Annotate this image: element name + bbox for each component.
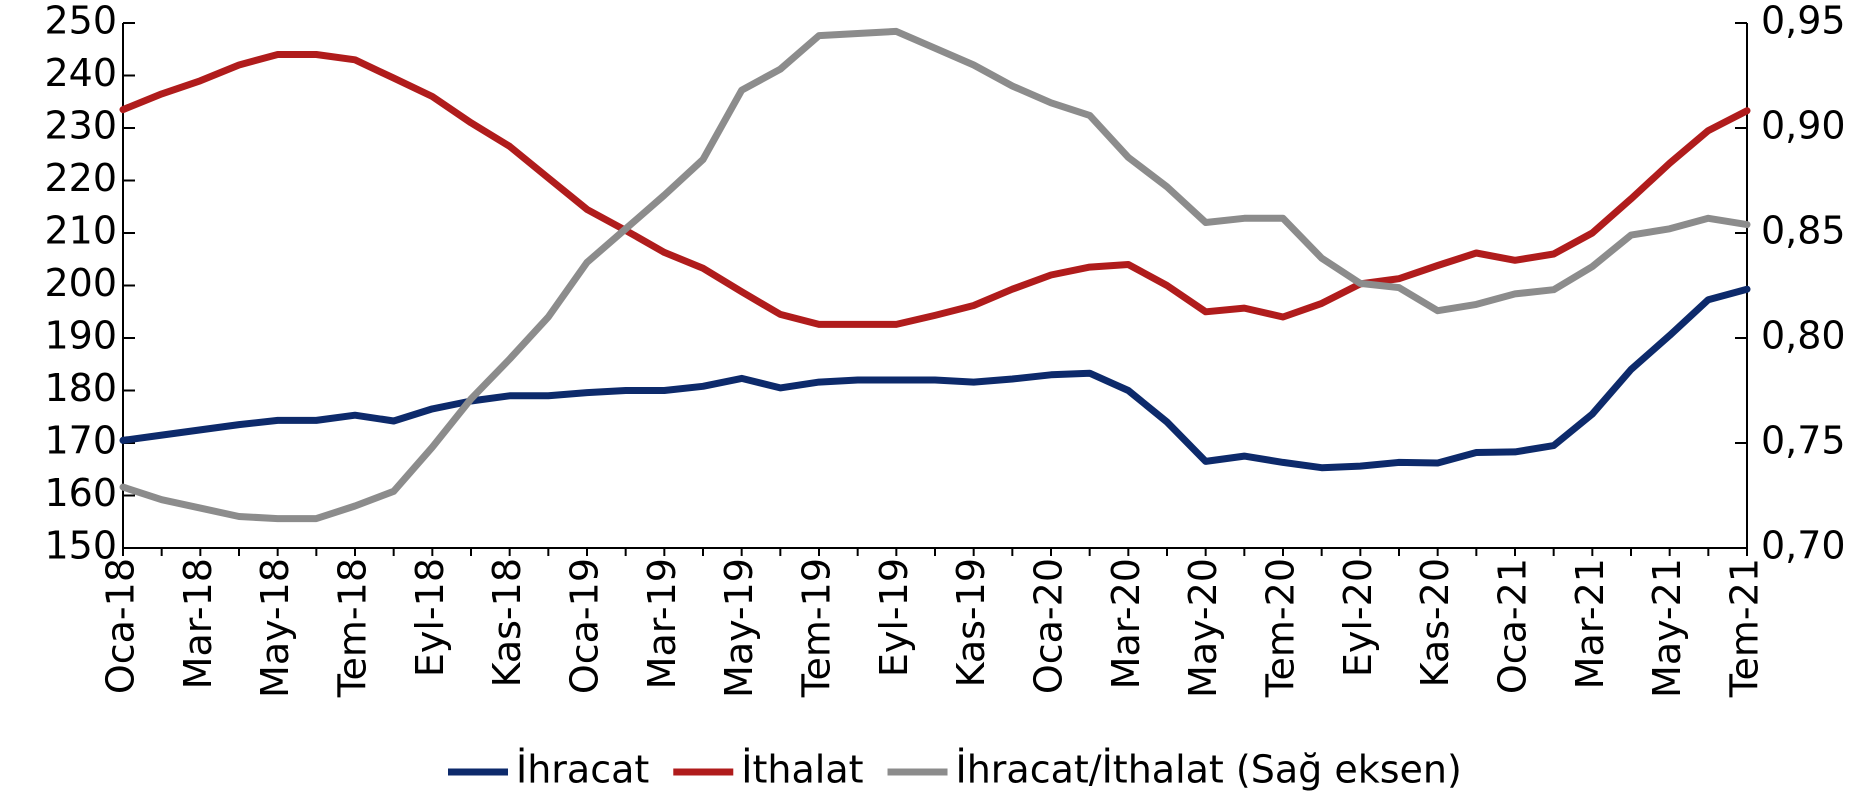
y-tick-label: 230 bbox=[44, 104, 117, 148]
y-tick-label: 200 bbox=[44, 261, 117, 305]
x-tick-label: May-18 bbox=[253, 558, 297, 698]
y-tick-label: 210 bbox=[44, 209, 117, 253]
x-tick-label: Tem-21 bbox=[1723, 558, 1767, 698]
legend-label: İhracat bbox=[516, 748, 649, 792]
y2-tick-label: 0,85 bbox=[1761, 209, 1846, 253]
series-line bbox=[119, 51, 1751, 328]
y2-tick-label: 0,75 bbox=[1761, 419, 1846, 463]
y-tick-label: 250 bbox=[44, 0, 117, 43]
legend: İhracat İthalat İhracat/İthalat (Sağ eksen… bbox=[448, 748, 1462, 792]
x-tick-label: Tem-20 bbox=[1259, 558, 1303, 698]
y-tick-label: 240 bbox=[44, 51, 117, 95]
x-tick-label: Eyl-18 bbox=[408, 558, 452, 677]
x-tick-label: Kas-19 bbox=[949, 558, 993, 687]
y-tick-label: 170 bbox=[44, 419, 117, 463]
y2-tick-label: 0,70 bbox=[1761, 524, 1846, 568]
x-tick-label: Tem-18 bbox=[331, 558, 375, 698]
x-tick-label: Tem-19 bbox=[795, 558, 839, 698]
x-tick-label: May-19 bbox=[717, 558, 761, 698]
x-tick-label: Mar-18 bbox=[176, 558, 220, 689]
series-line bbox=[119, 285, 1751, 472]
x-tick-label: Oca-19 bbox=[563, 558, 607, 694]
x-tick-label: Oca-21 bbox=[1491, 558, 1535, 694]
series-line bbox=[119, 27, 1751, 523]
legend-label: İhracat/İthalat (Sağ eksen) bbox=[956, 748, 1462, 792]
x-tick-label: Oca-20 bbox=[1027, 558, 1071, 694]
y2-tick-label: 0,95 bbox=[1761, 0, 1846, 43]
x-tick-label: Kas-20 bbox=[1413, 558, 1457, 687]
y2-tick-label: 0,80 bbox=[1761, 314, 1846, 358]
y2-tick-label: 0,90 bbox=[1761, 104, 1846, 148]
x-tick-label: May-21 bbox=[1645, 558, 1689, 698]
x-tick-label: Eyl-19 bbox=[872, 558, 916, 677]
legend-label: İthalat bbox=[741, 748, 863, 792]
x-tick-label: Kas-18 bbox=[485, 558, 529, 687]
x-tick-label: Mar-21 bbox=[1568, 558, 1612, 689]
y-tick-label: 150 bbox=[44, 524, 117, 568]
y-tick-label: 190 bbox=[44, 314, 117, 358]
y-tick-label: 220 bbox=[44, 156, 117, 200]
y-tick-label: 180 bbox=[44, 366, 117, 410]
x-tick-label: May-20 bbox=[1181, 558, 1225, 698]
x-tick-label: Oca-18 bbox=[99, 558, 143, 694]
x-tick-label: Eyl-20 bbox=[1336, 558, 1380, 677]
x-tick-label: Mar-20 bbox=[1104, 558, 1148, 689]
x-tick-label: Mar-19 bbox=[640, 558, 684, 689]
y-tick-label: 160 bbox=[44, 471, 117, 515]
